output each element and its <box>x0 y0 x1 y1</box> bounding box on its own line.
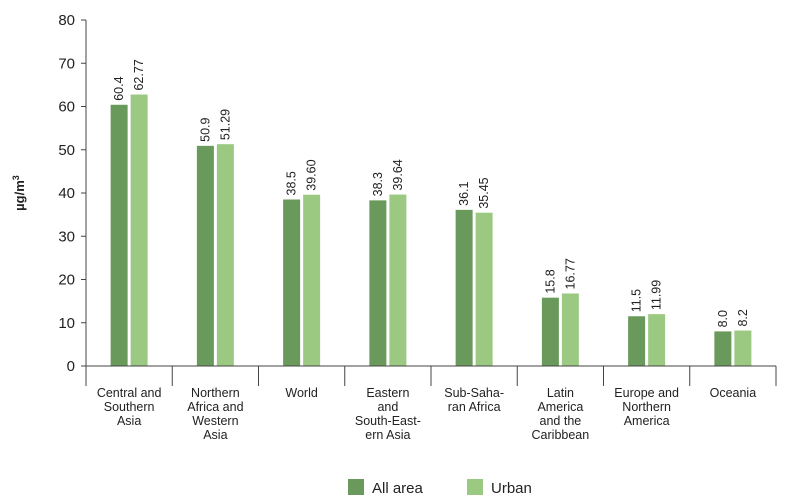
value-label: 15.8 <box>543 269 557 293</box>
value-label: 39.64 <box>391 159 405 190</box>
x-category-label: Eastern <box>366 386 409 400</box>
legend-swatch-all-area <box>348 479 364 495</box>
value-label: 35.45 <box>477 177 491 208</box>
bar-urban <box>561 293 579 366</box>
x-category-label: Oceania <box>710 386 757 400</box>
bar-all-area <box>628 316 646 366</box>
y-tick-label: 30 <box>58 228 75 245</box>
legend-label-all-area: All area <box>372 480 424 497</box>
bar-all-area <box>283 199 301 366</box>
value-label: 11.99 <box>650 280 664 310</box>
value-label: 8.0 <box>716 310 730 327</box>
value-label: 16.77 <box>563 258 577 289</box>
x-category-label: America <box>537 400 583 414</box>
legend: All area Urban <box>348 479 532 497</box>
value-label: 39.60 <box>305 159 319 190</box>
bars <box>85 94 777 386</box>
x-category-label: South-East- <box>355 414 421 428</box>
bar-all-area <box>541 297 559 366</box>
x-category-label: Latin <box>547 386 574 400</box>
value-label: 62.77 <box>132 59 146 90</box>
bar-urban <box>389 194 407 366</box>
y-tick-label: 40 <box>58 185 75 202</box>
y-axis-label: µg/m3 <box>11 175 27 211</box>
y-tick-label: 80 <box>58 12 75 29</box>
y-tick-label: 0 <box>67 358 75 375</box>
x-category-label: Caribbean <box>532 428 590 442</box>
value-label: 60.4 <box>112 76 126 100</box>
y-tick-label: 20 <box>58 272 75 289</box>
y-tick-label: 70 <box>58 55 75 72</box>
x-category-label: Southern <box>104 400 155 414</box>
x-category-label: Central and <box>97 386 162 400</box>
y-tick-label: 10 <box>58 315 75 332</box>
y-tick-label: 50 <box>58 142 75 159</box>
legend-swatch-urban <box>467 479 483 495</box>
bar-all-area <box>110 104 128 367</box>
bar-all-area <box>369 200 387 366</box>
value-label: 11.5 <box>630 289 644 312</box>
value-label: 8.2 <box>736 309 750 326</box>
bar-all-area <box>714 331 732 366</box>
x-category-label: Africa and <box>187 400 243 414</box>
bar-urban <box>734 330 752 366</box>
value-label: 51.29 <box>218 109 232 140</box>
x-category-label: and the <box>540 414 582 428</box>
bar-urban <box>648 314 666 366</box>
x-category-label: ern Asia <box>365 428 410 442</box>
x-category-label: Northern <box>622 400 671 414</box>
x-category-label: Europe and <box>614 386 679 400</box>
value-label: 36.1 <box>457 181 471 205</box>
legend-label-urban: Urban <box>491 480 532 497</box>
x-category-label: Asia <box>203 428 227 442</box>
x-category-label: Northern <box>191 386 240 400</box>
value-label: 50.9 <box>198 117 212 141</box>
x-category-label: ran Africa <box>448 400 501 414</box>
value-label: 38.3 <box>371 172 385 196</box>
bar-urban <box>130 94 148 367</box>
value-label: 38.5 <box>285 171 299 195</box>
x-category-label: and <box>377 400 398 414</box>
x-category-label: America <box>624 414 670 428</box>
bar-all-area <box>196 145 214 366</box>
x-category-label: Sub-Saha- <box>444 386 504 400</box>
y-axis-ticks: 0 10 20 30 40 50 60 70 80 <box>58 12 86 375</box>
bar-all-area <box>455 209 473 366</box>
bar-urban <box>216 144 234 366</box>
value-labels: 60.4 62.77 50.9 51.29 38.5 39.60 38.3 39.64 36.1… <box>112 59 750 327</box>
x-category-label: World <box>285 386 317 400</box>
bar-urban <box>303 194 321 366</box>
y-tick-label: 60 <box>58 99 75 116</box>
x-category-label: Asia <box>117 414 141 428</box>
x-category-label: Western <box>192 414 238 428</box>
bar-urban <box>475 212 493 366</box>
